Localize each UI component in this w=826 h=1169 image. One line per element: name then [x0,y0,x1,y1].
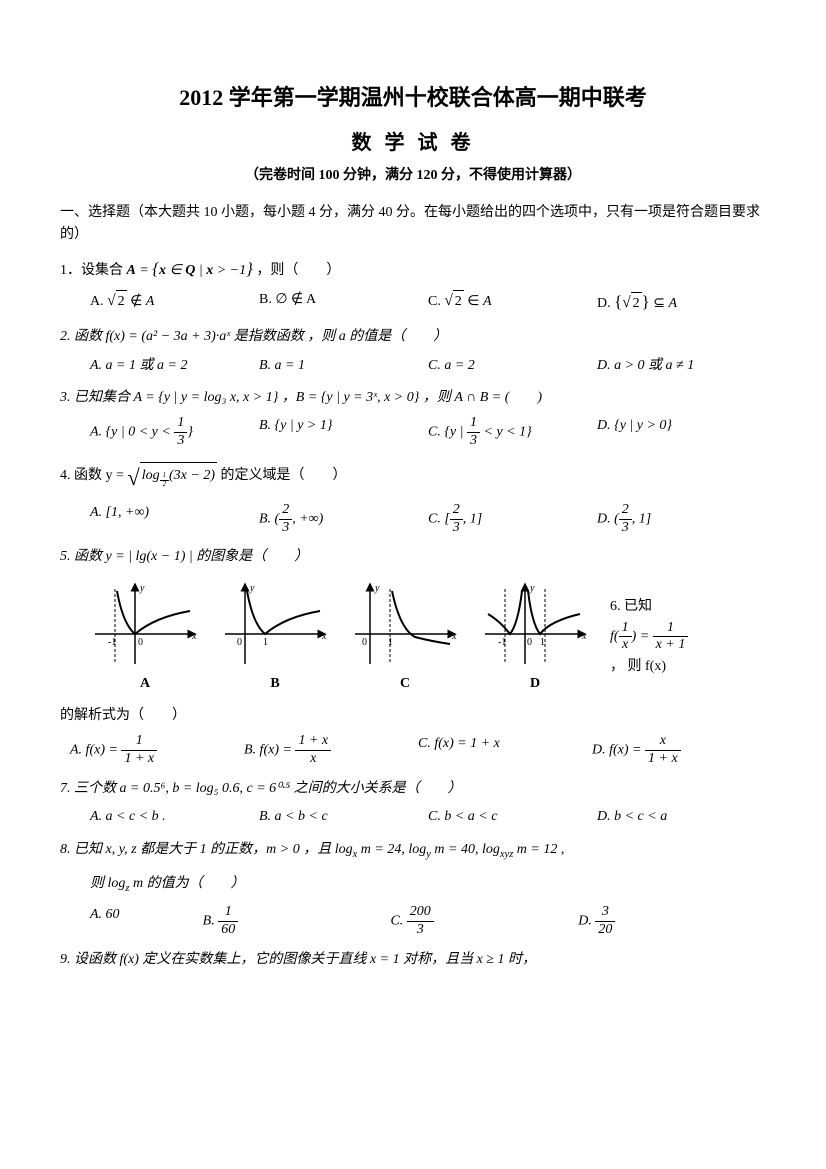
q5: 5. 函数 y = | lg(x − 1) | 的图象是（ ） [60,546,766,568]
q1-optD: D. {√2} ⊆ A [597,289,766,316]
q8-optC: C. 2003 [390,904,578,939]
q8-optB: B. 160 [203,904,391,939]
q2-optD: D. a > 0 或 a ≠ 1 [597,355,766,377]
svg-text:-1: -1 [108,637,116,648]
q4: 4. 函数 y = √log12(3x − 2) 的定义域是（ ） A. [1,… [60,460,766,536]
q7-optB: B. a < b < c [259,806,428,828]
graph-D: x y -1 0 1 D [480,579,590,695]
svg-text:x: x [191,631,197,642]
q6-stem: 6. 已知 f(1x) = 1x + 1 ， 则 f(x) [610,594,688,679]
graph-B: x y 0 1 B [220,579,330,695]
q5-graphs: x y -1 0 A x y 0 1 B x y 0 [90,579,766,695]
q1-optC: C. √2 ∈ A [428,289,597,316]
q3-optB: B. {y | y > 1} [259,415,428,450]
q4-optA: A. [1, +∞) [90,502,259,537]
q1-stem-post: ，则（ ） [256,263,340,278]
graph-C: x y 0 1 C [350,579,460,695]
q3-optA: A. {y | 0 < y < 13} [90,415,259,450]
exam-note: （完卷时间 100 分钟，满分 120 分，不得使用计算器） [60,165,766,187]
q2-optB: B. a = 1 [259,355,428,377]
q8-optD: D. 320 [578,904,766,939]
q2-optC: C. a = 2 [428,355,597,377]
graph-B-label: B [220,673,330,695]
page-subtitle: 数 学 试 卷 [60,127,766,159]
svg-text:0: 0 [527,637,532,648]
svg-text:-1: -1 [498,637,506,648]
svg-text:1: 1 [388,637,393,648]
q8-cont: 则 logz m 的值为（ ） [90,873,766,898]
q3: 3. 已知集合 A = {y | y = log₃ x, x > 1} ，B =… [60,387,766,450]
svg-text:x: x [581,631,587,642]
q1-optA: A. √2 ∉ A [90,289,259,316]
sqrt2-icon: √2 [622,291,641,316]
q4-optD: D. (23, 1] [597,502,766,537]
q8: 8. 已知 x, y, z 都是大于 1 的正数，m > 0 ，且 logx m… [60,839,766,939]
q2-optA: A. a = 1 或 a = 2 [90,355,259,377]
sqrt2-icon: √2 [444,289,463,314]
q6-optB: B. f(x) = 1 + xx [244,733,418,768]
q8-stem: 8. 已知 x, y, z 都是大于 1 的正数，m > 0 ，且 logx m… [60,842,564,857]
q7-options: A. a < c < b . B. a < b < c C. b < a < c… [90,806,766,828]
q6-options: A. f(x) = 11 + x B. f(x) = 1 + xx C. f(x… [70,733,766,768]
q8-optA: A. 60 [90,904,203,939]
q1-optB: B. ∅ ∉ A [259,289,428,316]
q3-optC: C. {y | 13 < y < 1} [428,415,597,450]
q1: 1．设集合 A = {x ∈ Q | x > −1} ，则（ ） A. √2 ∉… [60,256,766,316]
q2-stem: 2. 函数 f(x) = (a² − 3a + 3)·aˣ 是指数函数 ，则 a… [60,329,447,344]
svg-text:1: 1 [540,637,545,648]
graph-B-svg: x y 0 1 [220,579,330,669]
section1-intro: 一、选择题（本大题共 10 小题，每小题 4 分，满分 40 分。在每小题给出的… [60,202,766,247]
svg-text:1: 1 [263,637,268,648]
q7-optC: C. b < a < c [428,806,597,828]
svg-text:0: 0 [138,637,143,648]
q3-options: A. {y | 0 < y < 13} B. {y | y > 1} C. {y… [90,415,766,450]
q6-cont: 的解析式为（ ） A. f(x) = 11 + x B. f(x) = 1 + … [60,705,766,768]
q4-sqrt: √log12(3x − 2) [127,468,220,483]
q6-optC: C. f(x) = 1 + x [418,733,592,768]
svg-text:y: y [374,583,380,594]
q1-set: A = {x ∈ Q | x > −1} [127,263,257,278]
q2: 2. 函数 f(x) = (a² − 3a + 3)·aˣ 是指数函数 ，则 a… [60,326,766,377]
q3-optD: D. {y | y > 0} [597,415,766,450]
q7-optA: A. a < c < b . [90,806,259,828]
q5-stem: 5. 函数 y = | lg(x − 1) | 的图象是（ ） [60,549,308,564]
q4-options: A. [1, +∞) B. (23, +∞) C. [23, 1] D. (23… [90,502,766,537]
q9: 9. 设函数 f(x) 定义在实数集上，它的图像关于直线 x = 1 对称，且当… [60,949,766,971]
svg-text:y: y [139,583,145,594]
q7-stem: 7. 三个数 a = 0.5⁶, b = log₅ 0.6, c = 6⁰·⁵ … [60,781,462,796]
q2-options: A. a = 1 或 a = 2 B. a = 1 C. a = 2 D. a … [90,355,766,377]
graph-C-label: C [350,673,460,695]
q7-optD: D. b < c < a [597,806,766,828]
svg-text:0: 0 [362,637,367,648]
svg-text:0: 0 [237,637,242,648]
sqrt2-icon: √2 [107,289,126,314]
q6-optD: D. f(x) = x1 + x [592,733,766,768]
graph-D-label: D [480,673,590,695]
q8-options: A. 60 B. 160 C. 2003 D. 320 [90,904,766,939]
q1-stem-pre: 1．设集合 [60,263,127,278]
graph-A-svg: x y -1 0 [90,579,200,669]
svg-text:x: x [451,631,457,642]
q7: 7. 三个数 a = 0.5⁶, b = log₅ 0.6, c = 6⁰·⁵ … [60,778,766,829]
graph-D-svg: x y -1 0 1 [480,579,590,669]
graph-C-svg: x y 0 1 [350,579,460,669]
svg-text:y: y [249,583,255,594]
q4-stem-pre: 4. 函数 y = [60,468,127,483]
q3-stem: 3. 已知集合 A = {y | y = log₃ x, x > 1} ，B =… [60,390,542,405]
q6-optA: A. f(x) = 11 + x [70,733,244,768]
svg-text:x: x [321,631,327,642]
svg-text:y: y [529,583,535,594]
graph-A: x y -1 0 A [90,579,200,695]
page-title: 2012 学年第一学期温州十校联合体高一期中联考 [60,80,766,115]
graph-A-label: A [90,673,200,695]
q4-stem-post: 的定义域是（ ） [221,468,347,483]
q4-optB: B. (23, +∞) [259,502,428,537]
q1-options: A. √2 ∉ A B. ∅ ∉ A C. √2 ∈ A D. {√2} ⊆ A [90,289,766,316]
q4-optC: C. [23, 1] [428,502,597,537]
